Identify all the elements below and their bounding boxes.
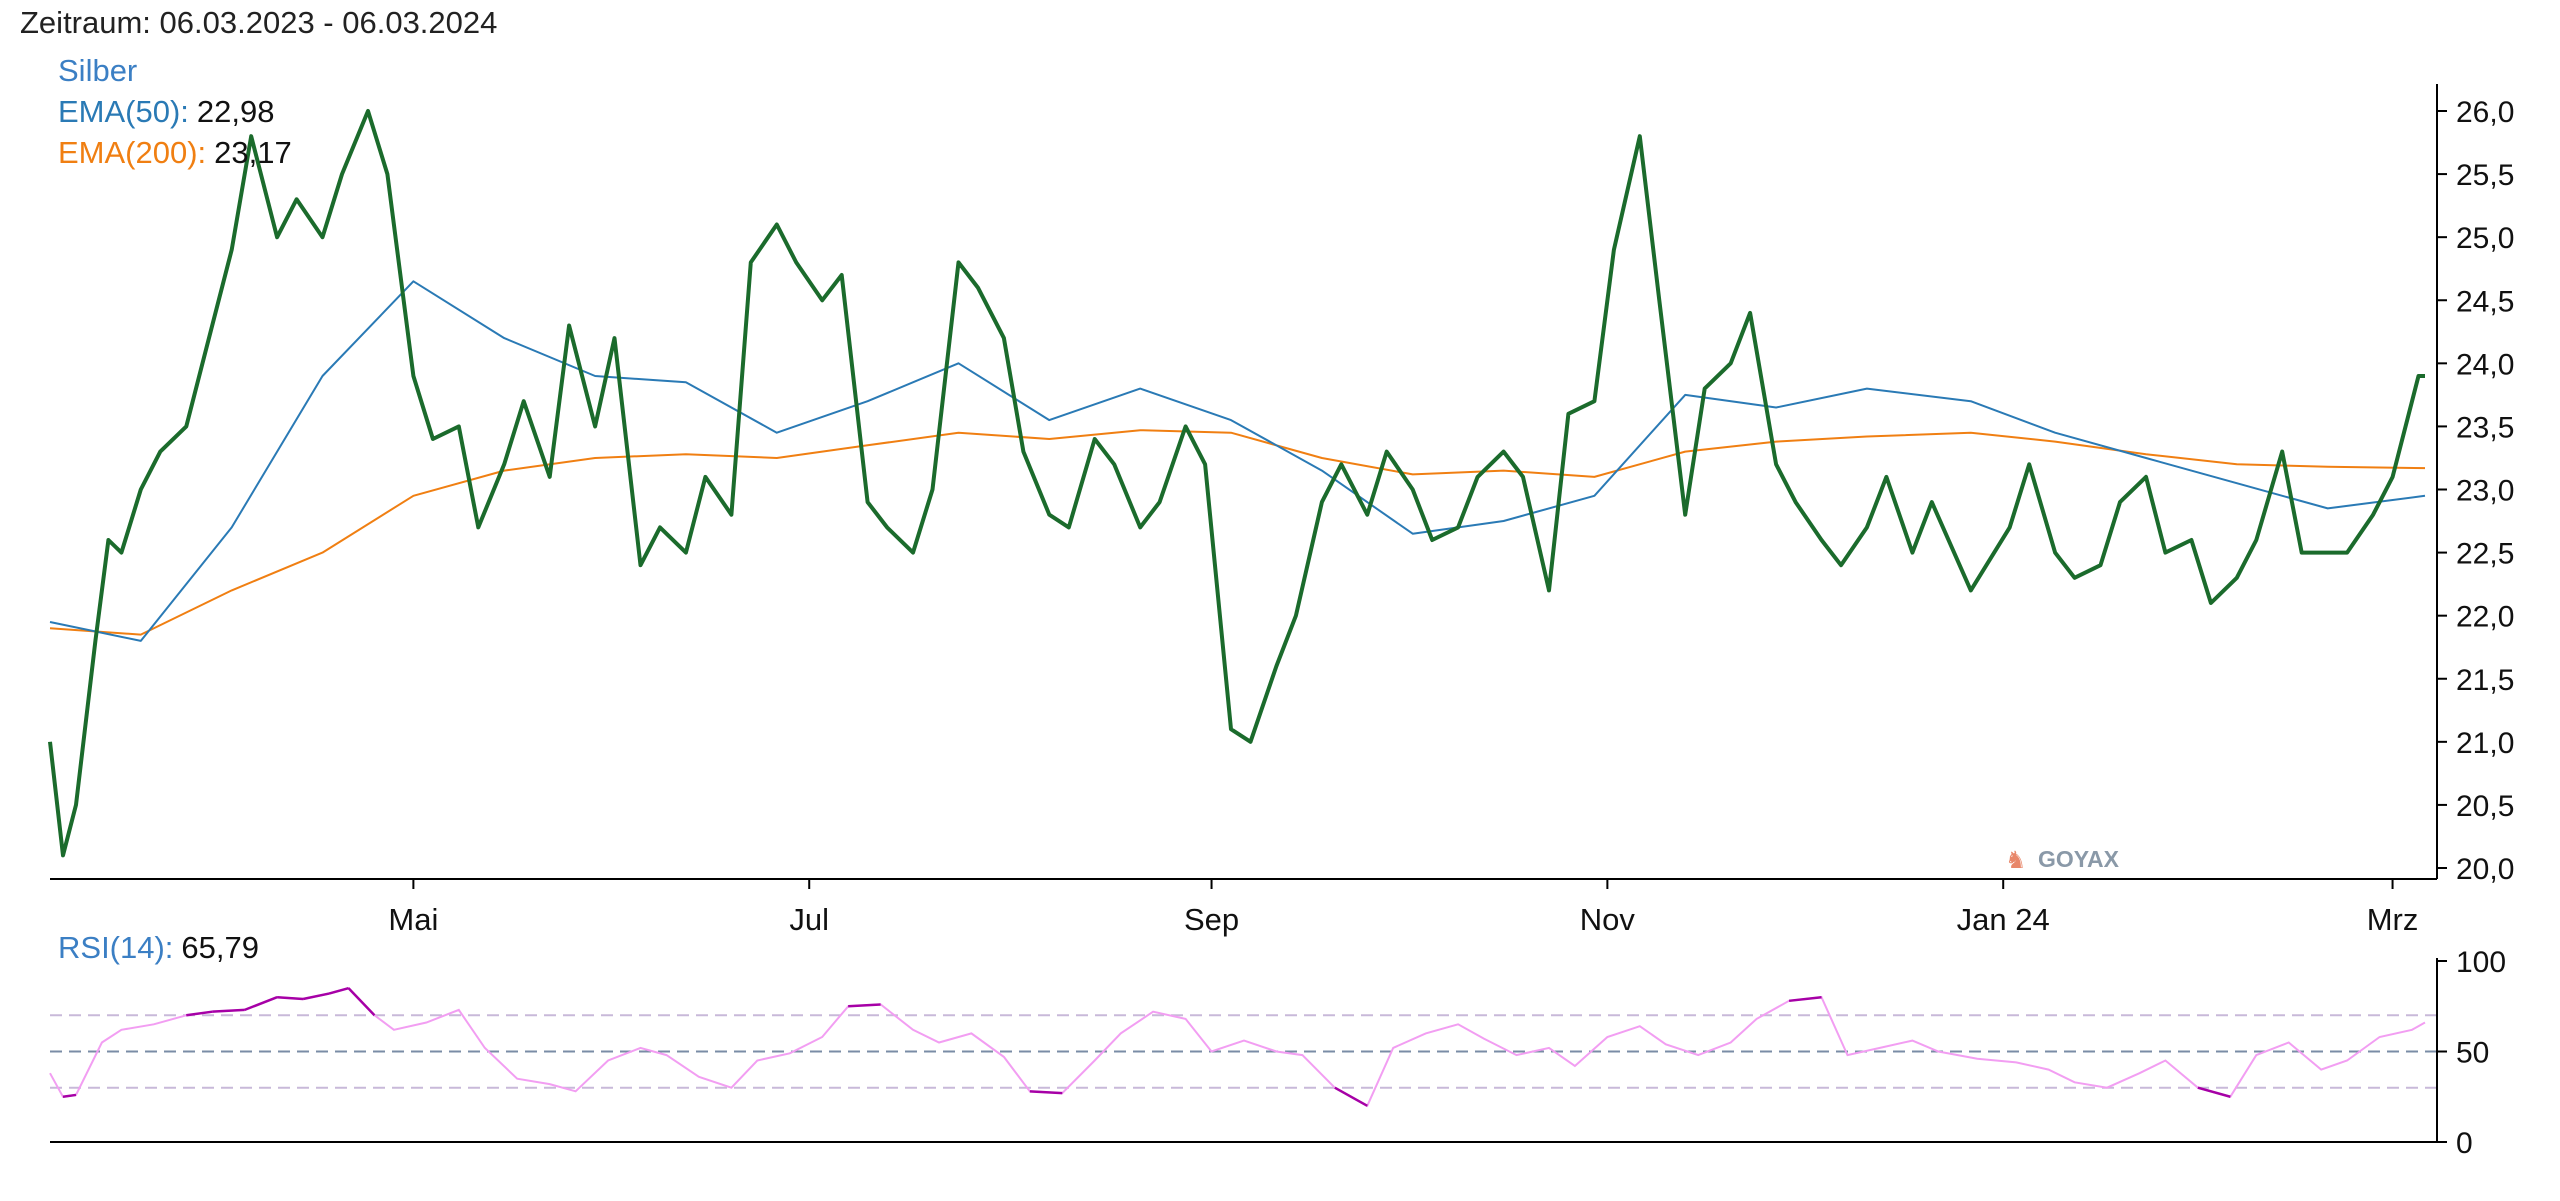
price-y-tick-label: 20,5 (2456, 790, 2514, 823)
price-lines (48, 109, 2426, 858)
legend-ema50: EMA(50): 22,98 (58, 94, 275, 129)
rsi-y-tick-label: 50 (2456, 1037, 2489, 1070)
price-x-ticks: Mai Jul Sep Nov Jan 24 Mrz (388, 879, 2418, 937)
rsi-lines (49, 986, 2426, 1108)
rsi-extreme-segment (1029, 1090, 1063, 1095)
price-y-tick-label: 23,5 (2456, 411, 2514, 444)
price-y-ticks: 20,0 20,5 21,0 21,5 22,0 22,5 23,0 23,5 24,0 24,5… (2437, 96, 2514, 886)
price-y-tick-label: 22,0 (2456, 601, 2514, 634)
price-x-tick-label: Jul (789, 902, 829, 937)
rsi-extreme-segment (328, 986, 349, 995)
legend-ema50-name: EMA(50): (58, 94, 189, 129)
rsi-y-tick-label: 0 (2456, 1127, 2473, 1160)
price-y-tick-label: 21,0 (2456, 727, 2514, 760)
price-y-tick-label: 24,5 (2456, 285, 2514, 318)
goyax-watermark: ♞ GOYAX (2005, 846, 2120, 874)
price-x-tick-label: Mai (388, 902, 438, 937)
rsi-extreme-segment (277, 995, 304, 1001)
goyax-watermark-text: GOYAX (2038, 846, 2120, 872)
price-x-tick-label: Sep (1184, 902, 1239, 937)
rsi-extreme-segment (62, 1093, 77, 1098)
rsi-extreme-segment (347, 987, 376, 1017)
series-title-silber: Silber (58, 53, 137, 88)
rsi-extreme-segment (244, 996, 278, 1012)
legend-ema200-value: 23,17 (214, 135, 292, 170)
period-label: Zeitraum: 06.03.2023 - 06.03.2024 (20, 5, 497, 40)
rsi-extreme-segment (2197, 1086, 2231, 1098)
rsi-label-value: 65,79 (181, 930, 259, 965)
rsi-extreme-segment (1788, 995, 1822, 1003)
price-y-tick-label: 25,0 (2456, 222, 2514, 255)
rsi-line (49, 986, 2426, 1108)
rsi-extreme-segment (186, 1010, 213, 1017)
rsi-extreme-segment (1334, 1086, 1368, 1107)
price-y-tick-label: 25,5 (2456, 159, 2514, 192)
price-y-tick-label: 24,0 (2456, 348, 2514, 381)
ema50-line (49, 280, 2426, 642)
rsi-label: RSI(14): 65,79 (58, 930, 259, 965)
rsi-extreme-segment (212, 1008, 245, 1013)
rsi-extreme-segment (302, 992, 330, 1001)
legend-ema200-name: EMA(200): (58, 135, 206, 170)
goyax-bull-icon: ♞ (2005, 847, 2027, 874)
rsi-panel: 0 50 100 RSI(14): 65,79 (49, 930, 2506, 1160)
ema200-line (49, 429, 2426, 636)
price-y-tick-label: 20,0 (2456, 853, 2514, 886)
price-y-tick-label: 23,0 (2456, 475, 2514, 508)
price-y-tick-label: 26,0 (2456, 96, 2514, 129)
legend-ema200: EMA(200): 23,17 (58, 135, 292, 170)
rsi-extreme-segment (848, 1003, 881, 1008)
rsi-y-ticks: 0 50 100 (2437, 946, 2506, 1160)
price-x-tick-label: Mrz (2367, 902, 2419, 937)
silber-price-line (48, 109, 2425, 858)
rsi-label-name: RSI(14): (58, 930, 173, 965)
price-x-tick-label: Jan 24 (1957, 902, 2050, 937)
legend-ema50-value: 22,98 (197, 94, 275, 129)
rsi-y-tick-label: 100 (2456, 946, 2506, 979)
price-x-tick-label: Nov (1580, 902, 1636, 937)
price-y-tick-label: 21,5 (2456, 664, 2514, 697)
price-panel: 20,0 20,5 21,0 21,5 22,0 22,5 23,0 23,5 24,0 24,5… (48, 53, 2514, 937)
price-y-tick-label: 22,5 (2456, 538, 2514, 571)
